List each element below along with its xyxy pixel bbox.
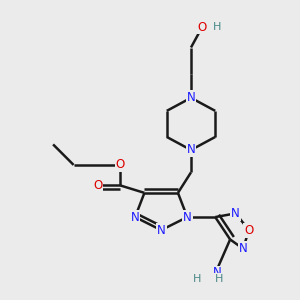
- Text: N: N: [187, 91, 195, 104]
- Text: O: O: [244, 224, 254, 237]
- Text: N: N: [131, 211, 140, 224]
- Text: N: N: [157, 224, 166, 237]
- Text: H: H: [213, 22, 221, 32]
- Text: O: O: [116, 158, 125, 171]
- Text: N: N: [183, 211, 192, 224]
- Text: O: O: [93, 179, 102, 192]
- Text: O: O: [198, 20, 207, 34]
- Text: N: N: [213, 266, 221, 280]
- Text: H: H: [192, 274, 201, 284]
- Text: N: N: [239, 242, 248, 255]
- Text: N: N: [187, 143, 195, 157]
- Text: H: H: [215, 274, 223, 284]
- Text: N: N: [231, 207, 240, 220]
